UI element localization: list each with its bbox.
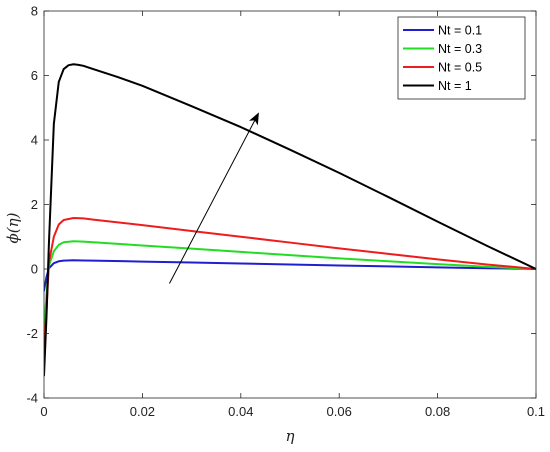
x-tick-label: 0.06 xyxy=(327,404,352,419)
x-axis-label: η xyxy=(286,427,295,445)
series-line-2 xyxy=(44,240,536,335)
x-tick-label: 0.02 xyxy=(130,404,155,419)
legend-label: Nt = 0.1 xyxy=(438,24,482,38)
trend-arrow xyxy=(169,112,259,284)
legend-label: Nt = 1 xyxy=(438,79,472,93)
y-axis-ticks: -4 -2 0 2 4 6 8 xyxy=(26,4,536,406)
series-line-4 xyxy=(44,63,536,377)
x-tick-label: 0.04 xyxy=(228,404,253,419)
y-tick-label: -4 xyxy=(26,391,38,406)
x-axis-ticks: 0 0.02 0.04 0.06 0.08 0.1 xyxy=(40,11,545,419)
y-tick-label: 0 xyxy=(31,262,38,277)
legend-label: Nt = 0.3 xyxy=(438,42,482,56)
y-tick-label: 6 xyxy=(31,68,38,83)
y-tick-label: -2 xyxy=(26,326,38,341)
annotation-layer xyxy=(169,112,259,284)
y-tick-label: 4 xyxy=(31,133,38,148)
series-line-3 xyxy=(44,217,536,354)
y-tick-label: 2 xyxy=(31,197,38,212)
legend-label: Nt = 0.5 xyxy=(438,61,482,75)
x-tick-label: 0 xyxy=(40,404,47,419)
legend: Nt = 0.1 Nt = 0.3 Nt = 0.5 Nt = 1 xyxy=(397,16,526,100)
series-layer xyxy=(44,63,536,377)
series-line-1 xyxy=(44,259,536,292)
y-tick-label: 8 xyxy=(31,4,38,19)
x-tick-label: 0.1 xyxy=(527,404,545,419)
x-tick-label: 0.08 xyxy=(425,404,450,419)
y-axis-label: ϕ(η) xyxy=(4,212,22,243)
